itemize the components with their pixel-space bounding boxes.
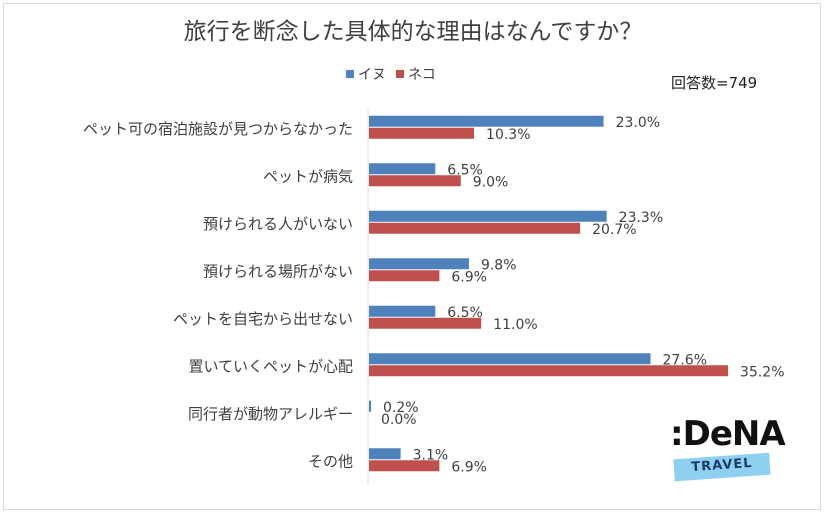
- data-label-dog: 6.5%: [447, 162, 483, 178]
- category-label: その他: [308, 452, 353, 470]
- data-label-dog: 23.3%: [619, 210, 663, 226]
- data-label-cat: 6.9%: [451, 459, 487, 475]
- bar-dog: [369, 353, 651, 365]
- bar-cat: [369, 175, 461, 187]
- bar-dog: [369, 400, 372, 412]
- chart-title: 旅行を断念した具体的な理由はなんですか？: [183, 19, 643, 45]
- chart-frame: [3, 3, 821, 510]
- bar-cat: [369, 270, 440, 282]
- data-label-dog: 3.1%: [413, 447, 449, 463]
- category-label: ペットを自宅から出せない: [173, 310, 353, 328]
- bar-dog: [369, 305, 436, 317]
- legend-item-cat: ネコ: [396, 64, 436, 84]
- data-label-dog: 23.0%: [616, 115, 660, 131]
- data-label-cat: 6.9%: [451, 269, 487, 285]
- legend-label-cat: ネコ: [408, 67, 436, 83]
- category-label: ペット可の宿泊施設が見つからなかった: [83, 120, 353, 138]
- legend-swatch-dog: [346, 70, 354, 78]
- data-label-cat: 9.0%: [473, 174, 509, 190]
- logo-brand: :DeNA: [670, 414, 786, 454]
- data-label-cat: 10.3%: [486, 127, 530, 143]
- bar-cat: [369, 222, 581, 234]
- bar-cat: [369, 317, 482, 329]
- category-label: ペットが病気: [263, 167, 353, 185]
- legend-swatch-cat: [396, 70, 404, 78]
- data-label-dog: 6.5%: [447, 305, 483, 321]
- bar-dog: [369, 163, 436, 175]
- bar-dog: [369, 210, 607, 222]
- dena-travel-logo: :DeNA TRAVEL: [648, 414, 786, 494]
- data-label-cat: 35.2%: [740, 364, 784, 380]
- bar-dog: [369, 115, 604, 127]
- data-label-dog: 0.2%: [383, 400, 419, 416]
- data-label-cat: 11.0%: [493, 317, 537, 333]
- data-label-cat: 0.0%: [381, 412, 417, 428]
- data-label-cat: 20.7%: [592, 222, 636, 238]
- bar-cat: [369, 365, 729, 377]
- bar-dog: [369, 258, 469, 270]
- legend: イヌ ネコ: [346, 64, 436, 84]
- data-label-dog: 27.6%: [663, 352, 707, 368]
- legend-item-dog: イヌ: [346, 64, 386, 84]
- respondents-count: 回答数=749: [671, 74, 758, 92]
- category-label: 置いていくペットが心配: [188, 357, 353, 375]
- category-label: 預けられる人がいない: [203, 215, 353, 233]
- bar-dog: [369, 448, 401, 460]
- legend-label-dog: イヌ: [358, 67, 386, 83]
- bar-cat: [369, 460, 440, 472]
- data-label-dog: 9.8%: [481, 257, 517, 273]
- category-label: 同行者が動物アレルギー: [188, 405, 353, 423]
- bar-cat: [369, 127, 475, 139]
- category-label: 預けられる場所がない: [203, 262, 353, 280]
